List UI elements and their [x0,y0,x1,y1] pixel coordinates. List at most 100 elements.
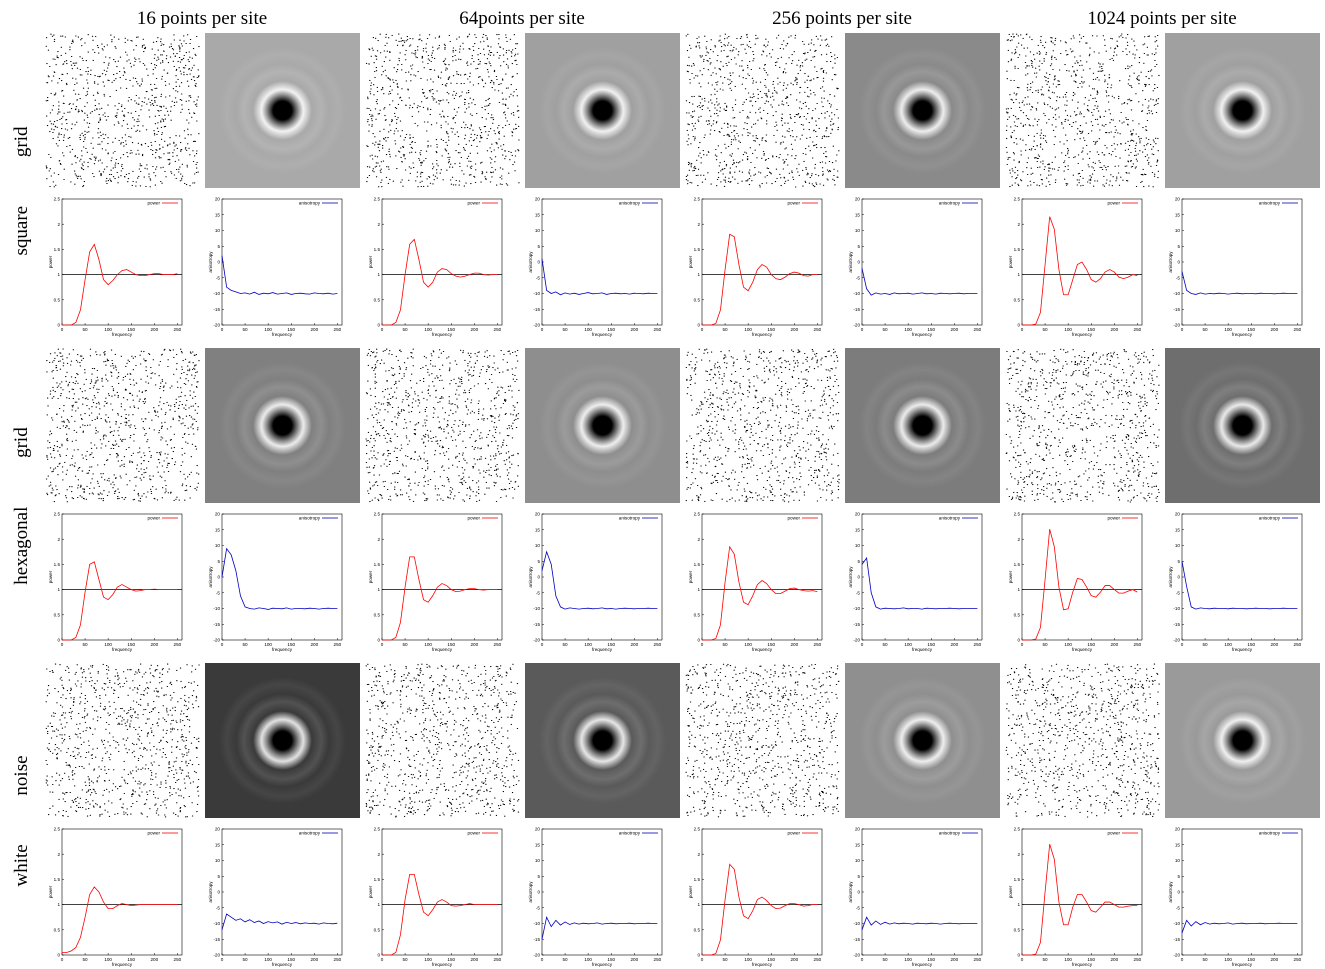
y-tick-label: -10 [533,606,540,611]
x-tick-label: 0 [861,327,864,332]
y-tick-label: 2 [377,222,380,227]
plot-frame [382,199,502,325]
y-tick-label: -15 [853,307,860,312]
y-tick-label: 0 [857,575,860,580]
x-axis-label: frequency [912,962,933,967]
x-axis-label: frequency [752,647,773,652]
y-tick-label: 10 [1175,228,1181,233]
y-tick-label: -10 [1173,606,1180,611]
plot-frame [1022,514,1142,640]
y-tick-label: 5 [537,559,540,564]
y-tick-label: -15 [1173,307,1180,312]
x-tick-label: 50 [883,642,889,647]
plot-frame [862,514,982,640]
y-tick-label: 0.5 [694,612,701,617]
y-tick-label: 2.5 [694,512,701,517]
x-tick-label: 0 [221,327,224,332]
y-tick-label: -15 [853,622,860,627]
y-tick-label: 0.5 [1014,612,1021,617]
plot-frame [862,199,982,325]
y-axis-label: power [688,570,693,583]
x-tick-label: 50 [723,642,729,647]
y-tick-label: -5 [216,275,221,280]
y-tick-label: 10 [1175,543,1181,548]
x-axis-label: frequency [592,647,613,652]
x-tick-label: 50 [243,642,249,647]
x-axis-label: frequency [1232,332,1253,337]
x-tick-label: 250 [494,957,502,962]
y-tick-label: 1 [697,272,700,277]
y-tick-label: -15 [533,307,540,312]
x-tick-label: 250 [334,957,342,962]
spectrum [205,663,360,818]
y-axis-label: anisotropy [1168,566,1173,588]
y-tick-label: -20 [533,953,540,958]
y-axis-label: power [1008,885,1013,898]
y-tick-label: 10 [1175,858,1181,863]
x-tick-label: 200 [310,642,318,647]
x-tick-label: 0 [1021,327,1024,332]
y-tick-label: 1.5 [374,877,381,882]
point-pattern [46,34,199,187]
y-tick-label: 1.5 [1014,247,1021,252]
y-axis-label: anisotropy [528,566,533,588]
legend-label: anisotropy [299,831,321,836]
x-tick-label: 250 [1134,642,1142,647]
plot-frame [1182,829,1302,955]
x-tick-label: 50 [243,957,249,962]
point-pattern [366,349,519,502]
point-pattern [366,664,519,817]
y-tick-label: -10 [1173,291,1180,296]
x-axis-label: frequency [1072,332,1093,337]
y-tick-label: 1.5 [374,247,381,252]
spectrum [845,663,1000,818]
column-header: 16 points per site [137,8,267,29]
y-tick-label: 2.5 [374,197,381,202]
y-tick-label: 5 [537,244,540,249]
y-tick-label: -10 [853,606,860,611]
x-tick-label: 0 [381,957,384,962]
y-tick-label: 1.5 [694,877,701,882]
y-tick-label: 1.5 [1014,562,1021,567]
y-tick-label: 1 [377,587,380,592]
y-tick-label: 2 [1017,852,1020,857]
y-tick-label: -20 [213,638,220,643]
x-axis-label: frequency [432,332,453,337]
spectrum [205,33,360,188]
y-tick-label: 10 [855,228,861,233]
y-tick-label: 15 [855,842,861,847]
x-tick-label: 0 [1021,957,1024,962]
y-tick-label: 0.5 [54,297,61,302]
x-tick-label: 50 [883,327,889,332]
plot-frame [222,199,342,325]
row-label: white noise [11,755,32,886]
y-tick-label: 0.5 [1014,297,1021,302]
x-tick-label: 0 [61,327,64,332]
y-axis-label: anisotropy [208,251,213,273]
x-tick-label: 50 [1203,642,1209,647]
legend-label: anisotropy [619,831,641,836]
y-tick-label: 2 [1017,537,1020,542]
spectrum [845,348,1000,503]
y-tick-label: -10 [213,921,220,926]
plot-frame [542,829,662,955]
y-tick-label: -20 [533,638,540,643]
x-tick-label: 250 [1294,642,1302,647]
x-tick-label: 0 [701,957,704,962]
x-tick-label: 200 [310,327,318,332]
x-tick-label: 250 [814,642,822,647]
y-tick-label: 1 [1017,272,1020,277]
x-tick-label: 0 [1021,642,1024,647]
y-tick-label: 20 [535,197,541,202]
column-header: 1024 points per site [1087,8,1236,29]
spectrum [525,348,680,503]
y-tick-label: 20 [1175,827,1181,832]
y-tick-label: 20 [855,827,861,832]
x-tick-label: 250 [974,327,982,332]
legend-label: anisotropy [619,201,641,206]
y-axis-label: anisotropy [208,881,213,903]
y-axis-label: anisotropy [1168,881,1173,903]
y-tick-label: 10 [215,543,221,548]
x-tick-label: 0 [221,642,224,647]
x-tick-label: 250 [1134,327,1142,332]
